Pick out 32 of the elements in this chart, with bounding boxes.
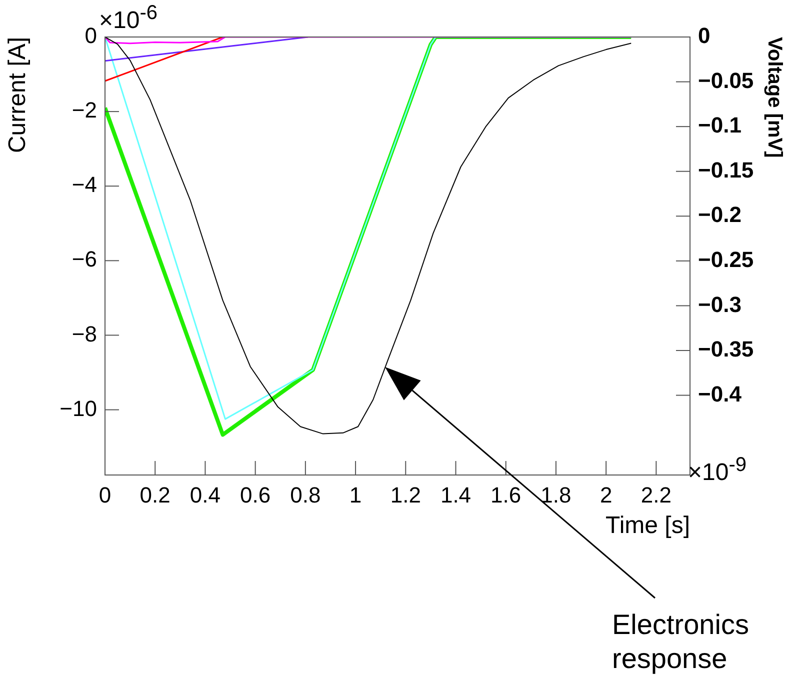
y2-tick-label: −0.2	[698, 202, 742, 228]
y2-tick-label: −0.05	[698, 68, 754, 93]
x-tick-label: 1.8	[540, 482, 572, 508]
y2-tick-label: −0.1	[698, 112, 742, 138]
x-tick-label: 1	[349, 482, 362, 508]
y2-tick-label: −0.4	[698, 381, 742, 406]
text: ×10$^{-6}$	[99, 2, 158, 34]
x-tick-label: 1.2	[390, 482, 421, 508]
y-tick-label: −8	[72, 321, 97, 346]
x-tick-label: 0.6	[240, 482, 271, 508]
y2-tick-label: −0.25	[698, 246, 754, 272]
x-tick-label: 0.2	[140, 482, 170, 508]
y-tick-label: −6	[72, 246, 97, 272]
text: Electronics response	[612, 608, 750, 676]
y2-tick-label: 0	[698, 23, 710, 48]
x-tick-label: 0.8	[290, 482, 321, 508]
x-axis-title: Time [s]	[606, 512, 690, 540]
x-tick-label: 0.4	[190, 482, 221, 508]
y-tick-label: −2	[72, 98, 97, 123]
y2-tick-label: −0.35	[698, 336, 754, 362]
y-tick-label: 0	[84, 23, 97, 48]
x-tick-label: 1.6	[490, 482, 522, 508]
y-tick-label: −10	[60, 396, 97, 421]
y2-tick-label: −0.15	[698, 157, 754, 182]
y-tick-label: −4	[72, 172, 97, 198]
y-axis-title: Current [A]	[4, 37, 32, 154]
x-tick-label: 1.4	[440, 482, 472, 508]
y2-axis-title: Voltage [mV]	[763, 37, 786, 158]
y2-tick-label: −0.3	[698, 292, 742, 317]
x-tick-label: 2	[600, 482, 612, 508]
x-tick-label: 2.2	[640, 482, 672, 508]
annotation: ×10$^{-9}$	[688, 454, 747, 486]
